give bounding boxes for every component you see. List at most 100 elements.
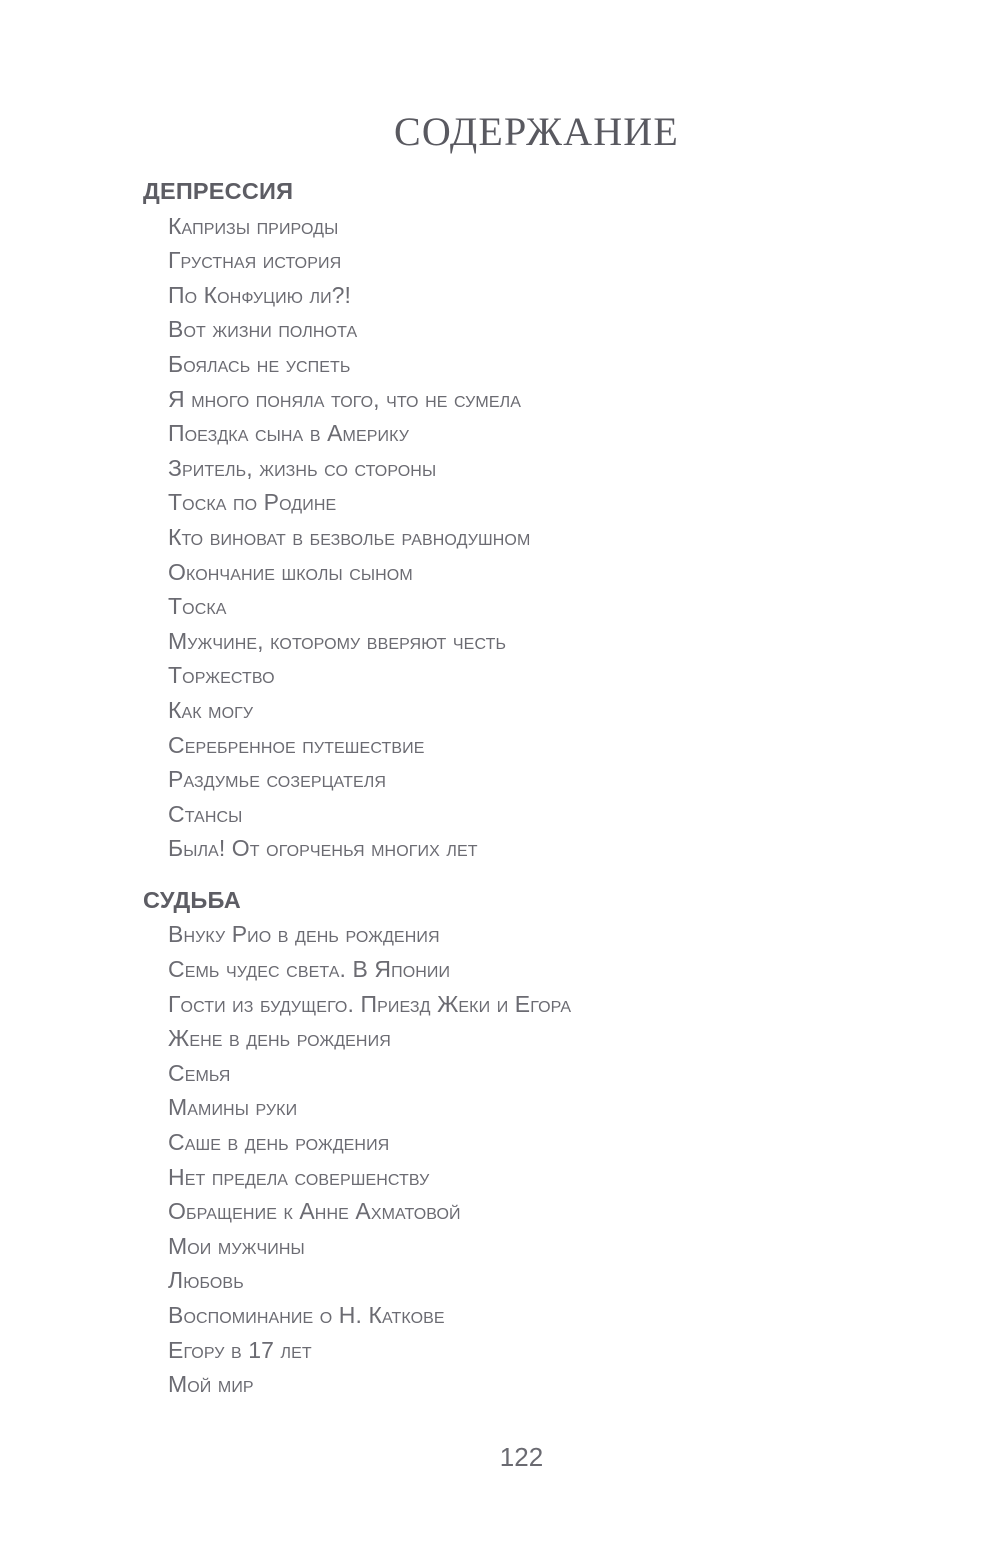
toc-entry-label: Вот жизни полнота [168,316,358,343]
toc-entry[interactable]: Капризы природы.........................… [168,212,842,248]
toc-entry-label: Мои мужчины [168,1232,305,1259]
toc-entry-label: Тоска [168,593,227,620]
toc-entry-page: 11 [232,593,842,628]
toc-entry-label: Семь чудес света. В Японии [168,956,451,983]
toc-entry[interactable]: Обращение к Анне Ахматовой..............… [168,1198,842,1233]
toc-entry-page: 10 [536,523,842,559]
toc-entry-label: Нет предела совершенству [168,1163,430,1190]
toc-entry-page: 17 [391,766,842,801]
toc-entry[interactable]: Боялась не успеть.......................… [168,350,842,386]
toc-entry-label: Стансы [168,800,243,827]
toc-entry[interactable]: Стансы..................................… [168,800,842,836]
toc-entry-page: 12 [280,662,842,697]
toc-entry-label: Серебренное путешествие [168,731,425,758]
toc-section: СУДЬБА..................................… [143,886,842,1406]
toc-entry-page: 18 [248,800,842,836]
toc-entry[interactable]: Торжество...............................… [168,662,842,697]
toc-entry[interactable]: Раздумье созерцателя....................… [168,766,842,801]
toc-entry[interactable]: Мои мужчины.............................… [168,1232,842,1268]
toc-entry[interactable]: По Конфуцию ли?!........................… [168,281,842,317]
toc-entry-label: Мамины руки [168,1094,298,1121]
toc-entry-label: Раздумье созерцателя [168,766,386,793]
toc-entry-label: Жене в день рождения [168,1025,391,1052]
toc-entry-label: Как могу [168,696,254,723]
toc-entry-label: Воспоминание о Н. Каткове [168,1302,445,1328]
toc-entry[interactable]: Окончание школы сыном...................… [168,558,842,594]
toc-entry-page: 22 [577,990,842,1026]
toc-entry-label: Внуку Рио в день рождения [168,921,440,948]
toc-entry-label: Окончание школы сыном [168,558,413,585]
toc-entry[interactable]: Я много поняла того, что не сумела......… [168,385,842,421]
toc-entry-label: Мужчине, которому вверяют честь [168,627,507,654]
toc-entry[interactable]: Егору в 17 лет..........................… [168,1336,842,1372]
toc-entry-page: 7 [356,350,842,386]
toc-entry-label: Тоска по Родине [168,489,337,516]
toc-section-heading-page: 3 [299,178,842,213]
toc-list: ДЕПРЕССИЯ...............................… [143,178,842,1406]
toc-entry-label: Капризы природы [168,212,339,239]
toc-entry[interactable]: Тоска по Родине.........................… [168,489,842,524]
toc-entry[interactable]: Семья...................................… [168,1059,842,1095]
toc-entry[interactable]: Как могу................................… [168,696,842,732]
toc-section-heading-label: ДЕПРЕССИЯ [143,178,294,204]
toc-entry-page: 26 [395,1129,842,1164]
toc-entry[interactable]: Гости из будущего. Приезд Жеки и Егора..… [168,990,842,1026]
toc-entry-page: 3 [344,212,842,248]
toc-section-heading-page: 20 [246,886,842,922]
toc-entry-page: 24 [236,1059,842,1095]
toc-entry[interactable]: Вот жизни полнота.......................… [168,316,842,351]
toc-section-heading[interactable]: ДЕПРЕССИЯ...............................… [143,178,842,213]
toc-entry-label: Я много поняла того, что не сумела [168,385,521,412]
toc-entry-label: Боялась не успеть [168,350,351,377]
page-title: СОДЕРЖАНИЕ [393,109,680,154]
page-folio: 122 [499,1442,544,1472]
toc-entry-label: Кто виноват в безволье равнодушном [168,523,531,550]
toc-entry[interactable]: Мужчине, которому вверяют честь.........… [168,627,842,663]
toc-entry[interactable]: Жене в день рождения....................… [168,1025,842,1060]
toc-entry[interactable]: Саше в день рождения....................… [168,1129,842,1164]
toc-entry[interactable]: Любовь..................................… [168,1267,842,1302]
toc-entry-page: 27 [435,1163,842,1199]
toc-entry-page: 14 [259,696,842,732]
toc-entry-page: 29 [310,1232,842,1268]
toc-section-heading-label: СУДЬБА [143,886,241,913]
toc-entry-label: Саше в день рождения [168,1129,390,1156]
toc-entry-page: 31 [450,1302,842,1337]
toc-entry-label: Егору в 17 лет [168,1336,312,1363]
toc-entry-page: 7 [526,385,842,421]
toc-entry-label: Семья [168,1059,231,1086]
toc-entry-page: 10 [342,489,842,524]
toc-entry-page: 15 [430,731,842,767]
toc-entry-page: 8 [414,420,842,455]
toc-entry-label: Грустная история [168,247,342,274]
toc-entry[interactable]: Мамины руки.............................… [168,1094,842,1130]
toc-entry-page: 20 [456,956,842,991]
toc-section: ДЕПРЕССИЯ...............................… [143,178,842,870]
toc-entry-label: Поездка сына в Америку [168,420,409,447]
toc-entry[interactable]: Тоска...................................… [168,593,842,628]
toc-entry[interactable]: Мой мир.................................… [168,1371,842,1406]
toc-entry-page: 5 [363,316,842,351]
toc-entry-label: Гости из будущего. Приезд Жеки и Егора [168,990,572,1017]
toc-entry[interactable]: Серебренное путешествие.................… [168,731,842,767]
toc-entry-page: 23 [396,1025,842,1060]
toc-section-heading[interactable]: СУДЬБА..................................… [143,886,842,922]
toc-entry[interactable]: Семь чудес света. В Японии..............… [168,956,842,991]
toc-entry-page: 32 [259,1371,842,1406]
toc-entry[interactable]: Воспоминание о Н. Каткове...............… [168,1302,842,1337]
toc-entry-page: 8 [442,454,842,490]
toc-entry-page: 20 [445,921,842,957]
toc-entry-page: 25 [303,1094,842,1130]
toc-entry-label: Любовь [168,1267,244,1294]
toc-entry[interactable]: Внуку Рио в день рождения...............… [168,921,842,957]
toc-entry[interactable]: Грустная история........................… [168,247,842,282]
toc-entry-page: 4 [347,247,842,282]
toc-entry-page: 5 [357,281,842,317]
toc-entry[interactable]: Кто виноват в безволье равнодушном......… [168,523,842,559]
toc-entry[interactable]: Зритель, жизнь со стороны...............… [168,454,842,490]
toc-entry-page: 31 [317,1336,842,1372]
toc-entry[interactable]: Поездка сына в Америку..................… [168,420,842,455]
toc-entry[interactable]: Была! От огорченья многих лет...........… [168,835,842,870]
toc-entry[interactable]: Нет предела совершенству................… [168,1163,842,1199]
